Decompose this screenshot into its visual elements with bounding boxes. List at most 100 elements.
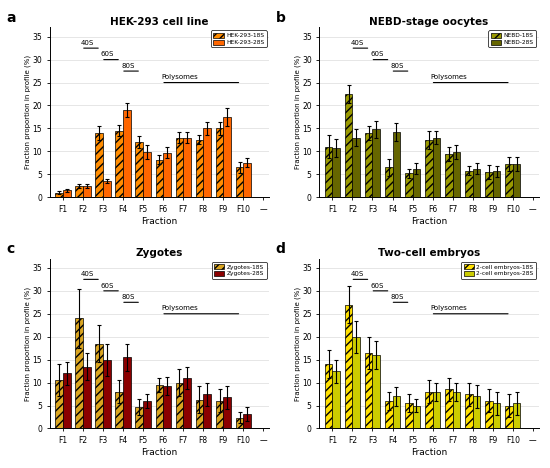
Legend: 2-cell embryos-18S, 2-cell embryos-28S: 2-cell embryos-18S, 2-cell embryos-28S [461, 262, 536, 278]
Bar [183, 378, 191, 429]
Bar [493, 171, 500, 197]
X-axis label: Fraction: Fraction [141, 217, 178, 226]
Bar [332, 371, 340, 429]
Bar [365, 133, 372, 197]
Text: 60S: 60S [371, 283, 384, 289]
Bar [116, 131, 123, 197]
X-axis label: Fraction: Fraction [411, 217, 447, 226]
Bar [465, 171, 472, 197]
Bar [244, 163, 251, 197]
Text: 40S: 40S [350, 271, 364, 277]
Bar [465, 394, 472, 429]
Bar [223, 117, 231, 197]
Bar [196, 140, 204, 197]
Bar [485, 401, 493, 429]
Bar [353, 138, 360, 197]
Bar [63, 190, 70, 197]
Bar [393, 396, 400, 429]
Text: Polysomes: Polysomes [161, 74, 198, 80]
Bar [345, 94, 353, 197]
X-axis label: Fraction: Fraction [141, 448, 178, 457]
Bar [204, 128, 211, 197]
Bar [472, 169, 480, 197]
Bar [95, 344, 103, 429]
Bar [445, 154, 453, 197]
Bar [505, 164, 513, 197]
Bar [365, 353, 372, 429]
Bar [244, 414, 251, 429]
Text: Polysomes: Polysomes [431, 74, 468, 80]
Text: Polysomes: Polysomes [161, 306, 198, 312]
Bar [433, 138, 440, 197]
Bar [393, 132, 400, 197]
Text: 40S: 40S [81, 271, 94, 277]
Bar [236, 168, 244, 197]
Y-axis label: Fraction proportion in profile (%): Fraction proportion in profile (%) [294, 55, 300, 169]
Bar [236, 418, 244, 429]
Bar [156, 160, 163, 197]
Bar [372, 129, 380, 197]
Bar [324, 364, 332, 429]
Bar [103, 181, 111, 197]
Bar [216, 401, 223, 429]
Bar [135, 142, 143, 197]
Title: NEBD-stage oocytes: NEBD-stage oocytes [370, 17, 489, 27]
Bar [183, 138, 191, 197]
Bar [56, 193, 63, 197]
Bar [175, 138, 183, 197]
Bar [83, 186, 91, 197]
Bar [405, 173, 412, 197]
Bar [216, 128, 223, 197]
Bar [372, 355, 380, 429]
Y-axis label: Fraction proportion in profile (%): Fraction proportion in profile (%) [25, 55, 31, 169]
Text: 80S: 80S [390, 294, 404, 300]
Text: 60S: 60S [371, 51, 384, 57]
Bar [445, 389, 453, 429]
Text: d: d [276, 242, 285, 256]
Bar [123, 110, 131, 197]
Bar [135, 407, 143, 429]
Title: Two-cell embryos: Two-cell embryos [378, 248, 480, 258]
Text: Polysomes: Polysomes [431, 306, 468, 312]
Bar [332, 148, 340, 197]
Bar [204, 394, 211, 429]
Bar [425, 392, 433, 429]
Bar [513, 403, 520, 429]
Bar [143, 152, 151, 197]
Y-axis label: Fraction proportion in profile (%): Fraction proportion in profile (%) [294, 286, 300, 401]
Bar [163, 153, 171, 197]
Text: 40S: 40S [81, 40, 94, 46]
Text: 80S: 80S [390, 63, 404, 69]
Text: 60S: 60S [101, 283, 114, 289]
Bar [433, 392, 440, 429]
Bar [472, 396, 480, 429]
Text: b: b [276, 10, 285, 24]
Bar [412, 169, 420, 197]
Bar [116, 392, 123, 429]
Bar [412, 406, 420, 429]
Text: a: a [6, 10, 15, 24]
Legend: Zygotes-18S, Zygotes-28S: Zygotes-18S, Zygotes-28S [212, 262, 267, 278]
Bar [385, 401, 393, 429]
X-axis label: Fraction: Fraction [411, 448, 447, 457]
Bar [103, 359, 111, 429]
Bar [196, 400, 204, 429]
Bar [163, 386, 171, 429]
Bar [385, 168, 393, 197]
Bar [513, 164, 520, 197]
Bar [56, 380, 63, 429]
Bar [353, 336, 360, 429]
Bar [453, 152, 460, 197]
Bar [75, 318, 83, 429]
Bar [223, 397, 231, 429]
Bar [493, 403, 500, 429]
Bar [485, 172, 493, 197]
Legend: HEK-293-18S, HEK-293-28S: HEK-293-18S, HEK-293-28S [211, 30, 267, 47]
Bar [143, 401, 151, 429]
Bar [425, 140, 433, 197]
Bar [324, 147, 332, 197]
Title: Zygotes: Zygotes [136, 248, 183, 258]
Text: 40S: 40S [350, 40, 364, 46]
Y-axis label: Fraction proportion in profile (%): Fraction proportion in profile (%) [25, 286, 31, 401]
Bar [505, 406, 513, 429]
